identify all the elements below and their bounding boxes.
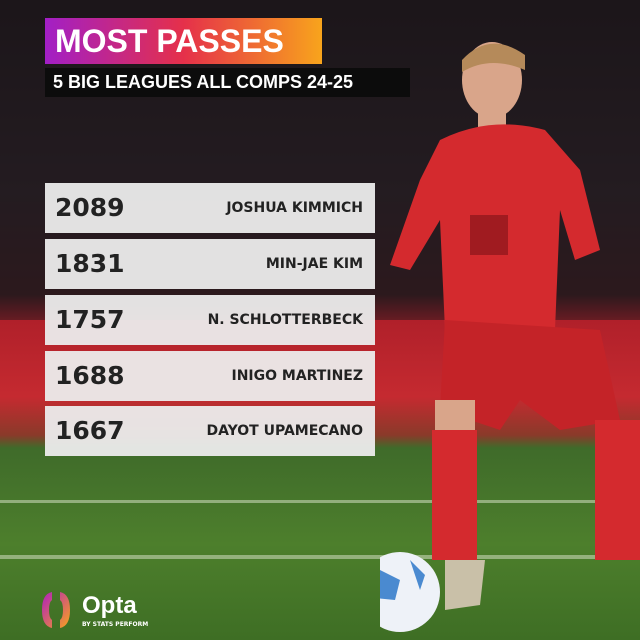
- opta-wordmark: Opta: [82, 591, 137, 619]
- player-name: MIN-JAE KIM: [265, 256, 363, 272]
- subtitle-banner: 5 BIG LEAGUES ALL COMPS 24-25: [45, 68, 410, 97]
- ranking-row: 1688 INIGO MARTINEZ: [45, 351, 375, 401]
- player-photo: [380, 42, 640, 632]
- ranking-row: 1757 N. SCHLOTTERBECK: [45, 295, 375, 345]
- opta-tagline: BY STATS PERFORM: [82, 620, 149, 628]
- player-name: JOSHUA KIMMICH: [226, 200, 363, 216]
- player-name: INIGO MARTINEZ: [231, 368, 363, 384]
- ranking-row: 1831 MIN-JAE KIM: [45, 239, 375, 289]
- pass-count: 1667: [55, 416, 125, 445]
- pass-count: 1757: [55, 305, 125, 334]
- pass-count: 1688: [55, 361, 125, 390]
- pass-count: 1831: [55, 249, 125, 278]
- pass-count: 2089: [55, 193, 125, 222]
- ranking-row: 2089 JOSHUA KIMMICH: [45, 183, 375, 233]
- player-name: DAYOT UPAMECANO: [206, 423, 363, 439]
- title-banner: MOST PASSES: [45, 18, 322, 64]
- player-name: N. SCHLOTTERBECK: [207, 312, 363, 328]
- ranking-row: 1667 DAYOT UPAMECANO: [45, 406, 375, 456]
- opta-logo-icon: [42, 592, 70, 628]
- opta-logo: Opta BY STATS PERFORM: [38, 588, 148, 632]
